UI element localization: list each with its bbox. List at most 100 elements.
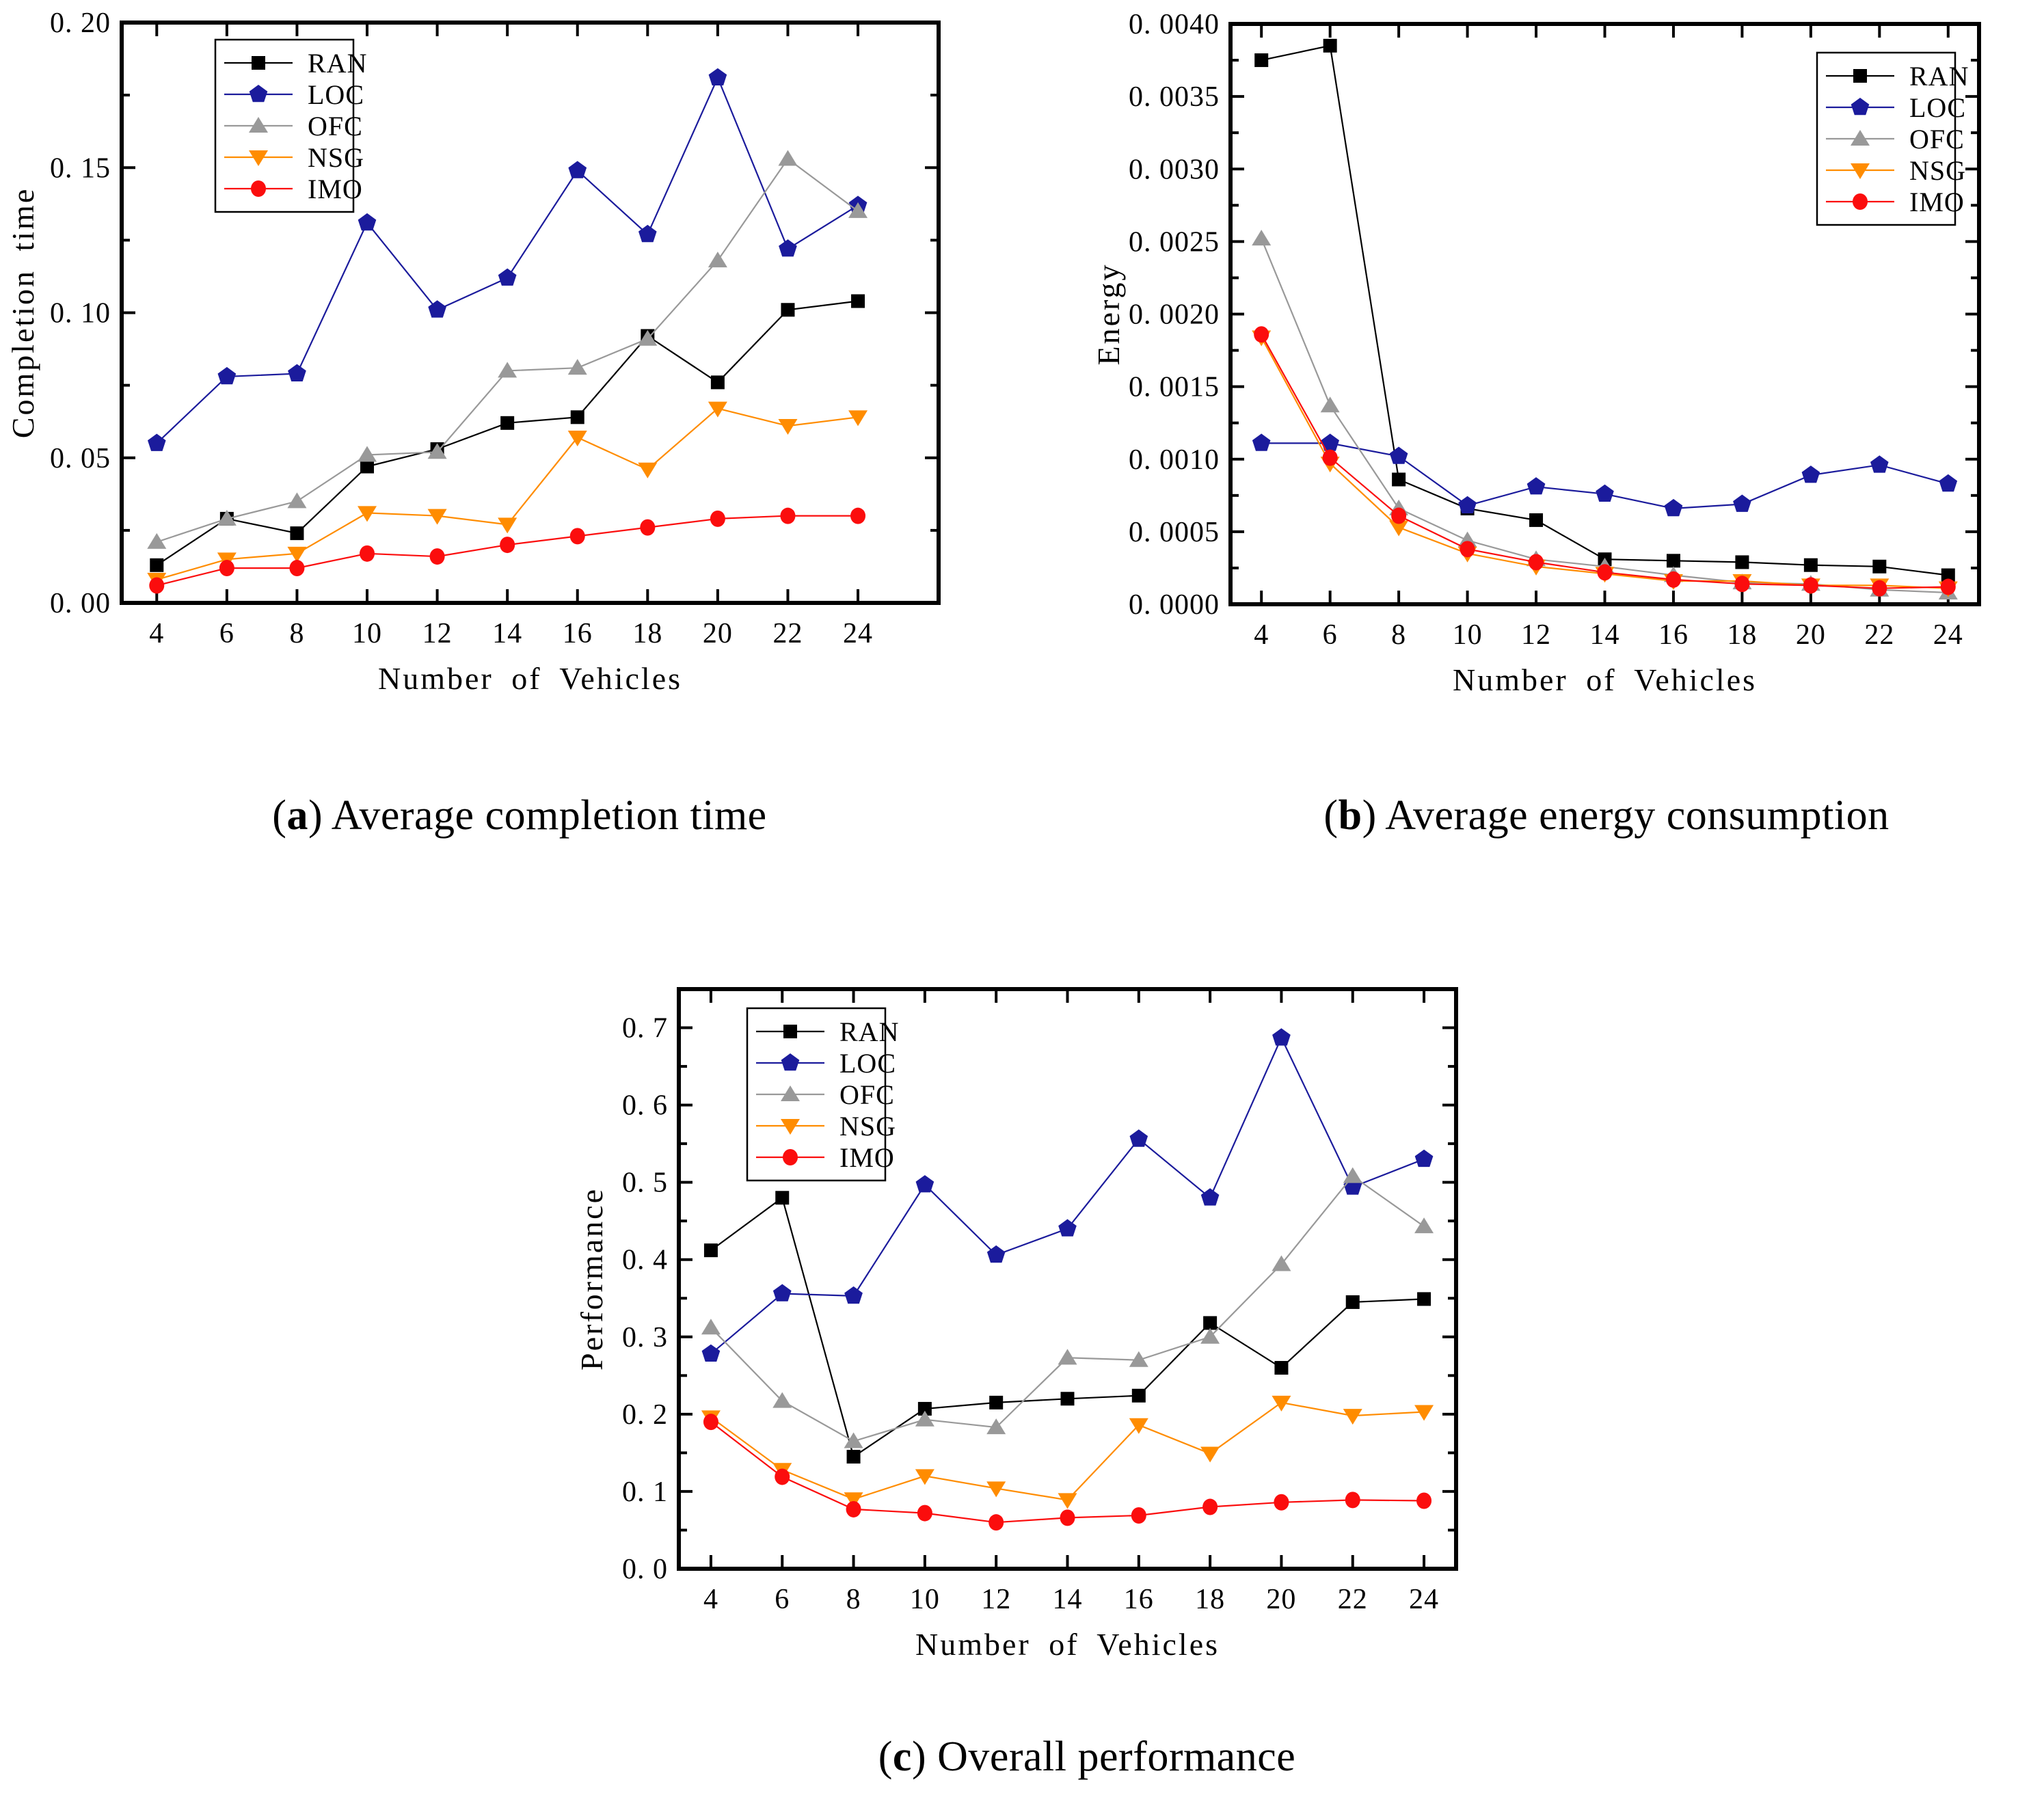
legend-label-loc: LOC — [308, 79, 364, 110]
caption-a-open-paren: ( — [272, 792, 287, 839]
svg-text:0. 0000: 0. 0000 — [1129, 589, 1220, 621]
tick-labels-c: 4 6 8 10 12 14 16 18 20 22 24 0. 0 0. 1 0. 2 0. 3 0. 4 0… — [622, 1013, 1439, 1615]
legend-label-nsg: NSG — [1909, 155, 1966, 186]
svg-text:0. 0025: 0. 0025 — [1129, 226, 1220, 258]
legend-label-ran: RAN — [1909, 61, 1969, 92]
svg-text:10: 10 — [910, 1584, 940, 1615]
svg-text:18: 18 — [1195, 1584, 1225, 1615]
svg-text:0. 0005: 0. 0005 — [1129, 517, 1220, 548]
legend-entry-imo-a: IMO — [224, 174, 363, 204]
caption-b-open-paren: ( — [1323, 792, 1339, 839]
svg-text:16: 16 — [1658, 619, 1689, 651]
legend-label-ran: RAN — [308, 48, 367, 79]
svg-text:4: 4 — [703, 1584, 718, 1615]
svg-text:0. 0030: 0. 0030 — [1129, 154, 1220, 185]
axis-titles-b: Number of Vehicles Energy — [1091, 262, 1757, 697]
chart-c-overall-performance: 4 6 8 10 12 14 16 18 20 22 24 0. 0 0. 1 0. 2 0. 3 0. 4 0… — [574, 987, 1458, 1662]
svg-text:0. 0035: 0. 0035 — [1129, 81, 1220, 113]
svg-text:0. 4: 0. 4 — [622, 1245, 668, 1276]
legend-entry-ofc-b: OFC — [1826, 124, 1965, 154]
caption-c-text: Overall performance — [926, 1733, 1296, 1780]
caption-c-open-paren: ( — [878, 1733, 893, 1780]
axis-titles-a: Number of Vehicles Completion time — [5, 187, 680, 696]
legend-label-ran: RAN — [839, 1016, 899, 1047]
series-loc-c — [701, 1028, 1434, 1362]
legend-entry-nsg-c: NSG — [756, 1111, 896, 1142]
svg-text:24: 24 — [1933, 619, 1963, 651]
svg-text:16: 16 — [1124, 1584, 1154, 1615]
chart-a-average-completion-time: 4 6 8 10 12 14 16 18 20 22 24 0. 00 0. 05 0. 10 0. 15 0… — [5, 8, 941, 696]
legend-entry-ran-a: RAN — [224, 48, 367, 79]
y-axis-title-c: Performance — [574, 1187, 609, 1371]
svg-text:16: 16 — [563, 618, 593, 649]
legend-label-nsg: NSG — [308, 142, 364, 173]
series-ran-c — [703, 1191, 1431, 1464]
svg-text:0. 10: 0. 10 — [50, 298, 111, 329]
y-axis-title-a: Completion time — [5, 187, 40, 438]
caption-a: (a) Average completion time — [272, 792, 766, 840]
svg-text:24: 24 — [843, 618, 873, 649]
series-imo-b — [1254, 326, 1956, 597]
svg-text:6: 6 — [1323, 619, 1338, 651]
svg-text:0. 05: 0. 05 — [50, 443, 111, 474]
legend-entry-loc-b: LOC — [1826, 92, 1966, 123]
legend-entry-nsg-b: NSG — [1826, 155, 1966, 186]
svg-text:0. 20: 0. 20 — [50, 8, 111, 39]
svg-text:22: 22 — [1338, 1584, 1368, 1615]
axis-titles-c: Number of Vehicles Performance — [574, 1187, 1220, 1662]
svg-text:0. 7: 0. 7 — [622, 1013, 668, 1044]
legend-label-ofc: OFC — [839, 1079, 895, 1110]
caption-c-index: c — [892, 1733, 912, 1780]
legend-entry-loc-c: LOC — [756, 1048, 896, 1079]
svg-text:4: 4 — [1254, 619, 1269, 651]
legend-label-loc: LOC — [839, 1048, 896, 1079]
svg-text:20: 20 — [703, 618, 733, 649]
svg-text:14: 14 — [1053, 1584, 1083, 1615]
caption-b-text: Average energy consumption — [1376, 792, 1890, 839]
svg-text:0. 2: 0. 2 — [622, 1399, 668, 1431]
legend-label-nsg: NSG — [839, 1111, 896, 1142]
svg-text:12: 12 — [422, 618, 453, 649]
series-loc-b — [1252, 433, 1958, 517]
legend-entry-ofc-c: OFC — [756, 1079, 895, 1110]
svg-text:18: 18 — [1727, 619, 1757, 651]
axis-ticks-c — [679, 989, 1456, 1570]
svg-text:14: 14 — [492, 618, 522, 649]
svg-text:6: 6 — [219, 618, 234, 649]
svg-text:22: 22 — [1864, 619, 1894, 651]
caption-b-close-paren: ) — [1362, 792, 1377, 839]
x-axis-title-c: Number of Vehicles — [915, 1627, 1220, 1662]
legend-label-ofc: OFC — [1909, 124, 1965, 154]
svg-text:0. 0020: 0. 0020 — [1129, 299, 1220, 331]
svg-text:8: 8 — [1391, 619, 1406, 651]
svg-text:24: 24 — [1409, 1584, 1439, 1615]
svg-text:0. 0: 0. 0 — [622, 1554, 668, 1585]
svg-text:0. 15: 0. 15 — [50, 152, 111, 184]
legend-label-imo: IMO — [308, 174, 363, 204]
tick-labels-b: 4 6 8 10 12 14 16 18 20 22 24 0. 0000 0. 0005 0. 0010… — [1129, 9, 1963, 651]
legend-entry-imo-b: IMO — [1826, 187, 1964, 217]
caption-c-close-paren: ) — [911, 1733, 927, 1780]
y-axis-title-b: Energy — [1091, 262, 1126, 365]
svg-text:10: 10 — [352, 618, 382, 649]
svg-text:0. 0040: 0. 0040 — [1129, 9, 1220, 40]
caption-a-index: a — [286, 792, 308, 839]
svg-text:0. 5: 0. 5 — [622, 1168, 668, 1199]
legend-label-loc: LOC — [1909, 92, 1966, 123]
axis-ticks-a — [122, 21, 939, 604]
svg-text:12: 12 — [1521, 619, 1551, 651]
series-ofc-a — [147, 150, 868, 549]
svg-text:0. 1: 0. 1 — [622, 1476, 668, 1508]
svg-text:20: 20 — [1266, 1584, 1296, 1615]
svg-text:22: 22 — [772, 618, 803, 649]
caption-a-text: Average completion time — [323, 792, 767, 839]
svg-text:0. 00: 0. 00 — [50, 588, 111, 619]
axis-ticks-b — [1231, 23, 1979, 606]
series-nsg-a — [147, 401, 868, 589]
svg-text:14: 14 — [1590, 619, 1620, 651]
legend-entry-imo-c: IMO — [756, 1142, 894, 1173]
x-axis-title-b: Number of Vehicles — [1453, 662, 1757, 697]
